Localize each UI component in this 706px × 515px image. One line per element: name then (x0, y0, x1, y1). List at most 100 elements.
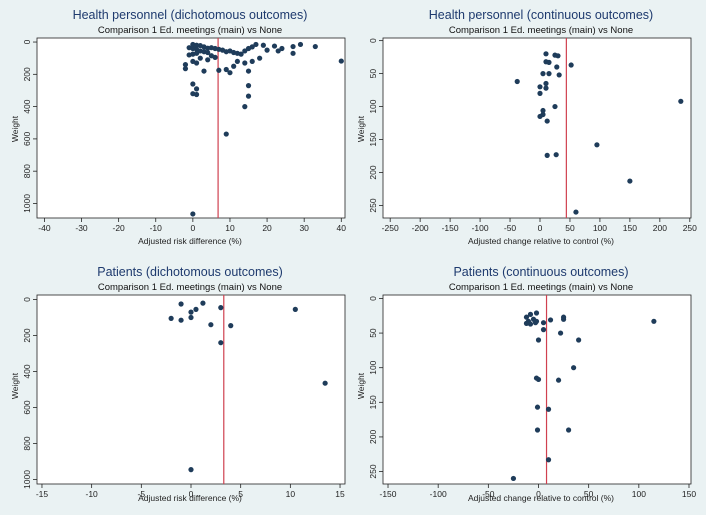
data-point (537, 84, 543, 90)
x-tick-label: 10 (286, 489, 296, 499)
x-axis-label: Adjusted change relative to control (%) (468, 493, 614, 503)
data-point (178, 301, 184, 307)
chart-subtitle: Comparison 1 Ed. meetings (main) vs None (449, 25, 633, 36)
data-point (245, 68, 252, 74)
data-point (257, 55, 263, 61)
data-point (290, 50, 296, 56)
chart-title: Patients (dichotomous outcomes) (97, 265, 283, 279)
data-point (275, 48, 281, 54)
data-point (545, 406, 552, 412)
data-point (560, 316, 567, 322)
data-point (573, 209, 579, 215)
x-tick-label: -10 (150, 223, 163, 233)
data-point (279, 45, 285, 52)
data-point (546, 59, 552, 65)
data-point (678, 98, 684, 104)
data-point (571, 365, 577, 371)
y-axis-label: Weight (10, 115, 20, 142)
data-point (186, 52, 192, 58)
x-tick-label: -30 (75, 223, 88, 233)
x-tick-label: -200 (412, 223, 429, 233)
data-point (555, 53, 561, 59)
data-point (188, 314, 194, 321)
y-tick-label: 200 (368, 165, 378, 179)
x-tick-label: 30 (299, 223, 309, 233)
data-point (193, 91, 200, 98)
y-tick-label: 0 (22, 39, 32, 44)
y-tick-label: 0 (368, 296, 378, 301)
data-point (231, 63, 237, 69)
data-point (168, 315, 174, 321)
panel-health-personnel-continuous: Health personnel (continuous outcomes) C… (356, 8, 697, 246)
x-tick-label: 150 (623, 223, 637, 233)
x-tick-label: 0 (536, 489, 541, 499)
x-tick-label: -50 (482, 489, 495, 499)
x-tick-label: -20 (112, 223, 125, 233)
x-tick-label: 100 (632, 489, 646, 499)
data-point (540, 327, 547, 333)
data-point (527, 321, 534, 327)
panel-health-personnel-dichotomous: Health personnel (dichotomous outcomes) … (10, 8, 346, 246)
x-tick-label: -5 (138, 489, 146, 499)
data-point (218, 340, 224, 346)
plot-frame (382, 294, 692, 485)
y-tick-label: 150 (368, 395, 378, 409)
data-point (212, 54, 218, 60)
plot-area: -15 -10 -5 0 5 10 15 0 200 400 600 800 1000 (22, 294, 346, 499)
data-point (197, 55, 203, 61)
data-point (556, 72, 562, 78)
y-tick-label: 50 (368, 69, 378, 79)
y-tick-label: 150 (368, 132, 378, 146)
data-point (238, 51, 244, 57)
data-point (271, 43, 278, 49)
data-point (245, 83, 252, 89)
data-point (651, 318, 657, 324)
data-point (312, 43, 318, 50)
data-point (208, 322, 214, 328)
data-point (249, 58, 255, 65)
data-point (594, 142, 600, 148)
y-tick-label: 800 (22, 164, 32, 178)
x-tick-label: 0 (190, 223, 195, 233)
data-point (200, 300, 206, 306)
data-point (540, 107, 546, 114)
x-tick-label: 50 (584, 489, 594, 499)
chart-title: Health personnel (continuous outcomes) (429, 8, 653, 22)
data-point (290, 43, 296, 50)
x-tick-label: -10 (85, 489, 98, 499)
data-point (557, 330, 564, 336)
y-tick-label: 200 (22, 67, 32, 81)
data-point (534, 427, 541, 433)
panel-patients-dichotomous: Patients (dichotomous outcomes) Comparis… (10, 265, 346, 503)
y-tick-label: 250 (368, 198, 378, 212)
y-tick-label: 400 (22, 364, 32, 378)
data-point (533, 310, 540, 316)
x-tick-label: -40 (38, 223, 51, 233)
y-tick-label: 800 (22, 436, 32, 450)
x-tick-label: 0 (538, 223, 543, 233)
x-tick-label: 10 (225, 223, 235, 233)
data-point (545, 457, 552, 463)
data-point (322, 380, 328, 386)
data-point (242, 104, 248, 110)
data-point (297, 41, 304, 48)
x-tick-label: 20 (262, 223, 272, 233)
data-point (253, 41, 259, 48)
x-axis-label: Adjusted change relative to control (%) (468, 236, 614, 246)
chart-subtitle: Comparison 1 Ed. meetings (main) vs None (98, 25, 282, 36)
data-point (190, 211, 196, 217)
y-tick-label: 200 (22, 328, 32, 342)
x-tick-label: 200 (653, 223, 667, 233)
chart-subtitle: Comparison 1 Ed. meetings (main) vs None (98, 282, 282, 293)
data-point (544, 152, 550, 158)
x-tick-label: -50 (504, 223, 517, 233)
y-tick-label: 1000 (22, 470, 32, 489)
data-point (223, 131, 229, 137)
plot-frame (36, 294, 346, 485)
y-tick-label: 250 (368, 464, 378, 478)
x-tick-label: 50 (565, 223, 575, 233)
x-axis-label: Adjusted risk difference (%) (138, 493, 242, 503)
data-point (193, 60, 200, 66)
data-point (566, 427, 572, 433)
